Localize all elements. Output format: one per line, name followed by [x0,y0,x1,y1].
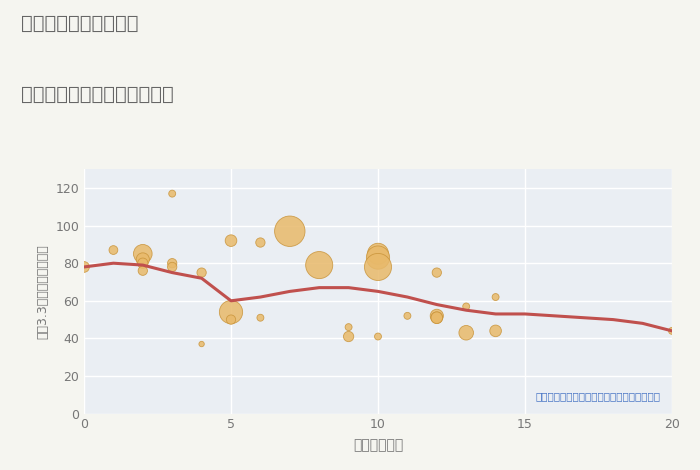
Point [431,314,442,321]
Point [225,308,237,316]
Point [137,267,148,274]
Point [490,293,501,301]
Point [78,263,90,271]
Point [167,190,178,197]
Point [196,269,207,276]
Point [284,227,295,235]
X-axis label: 駅距離（分）: 駅距離（分） [353,439,403,453]
Point [490,327,501,335]
Point [431,269,442,276]
Point [255,239,266,246]
Point [314,261,325,269]
Point [431,314,442,321]
Point [255,314,266,321]
Point [461,303,472,310]
Text: 駅距離別中古マンション価格: 駅距離別中古マンション価格 [21,85,174,103]
Point [461,329,472,337]
Point [431,312,442,320]
Point [372,263,384,271]
Point [372,254,384,261]
Point [372,333,384,340]
Point [108,246,119,254]
Point [137,256,148,263]
Point [666,327,678,335]
Text: 三重県桑名市城山台の: 三重県桑名市城山台の [21,14,139,33]
Point [225,237,237,244]
Point [343,323,354,331]
Text: 円の大きさは、取引のあった物件面積を示す: 円の大きさは、取引のあった物件面積を示す [536,392,660,401]
Point [196,340,207,348]
Point [225,316,237,323]
Y-axis label: 坪（3.3㎡）単価（万円）: 坪（3.3㎡）単価（万円） [36,244,50,339]
Point [167,263,178,271]
Point [402,312,413,320]
Point [372,250,384,258]
Point [167,259,178,267]
Point [343,333,354,340]
Point [137,250,148,258]
Point [137,259,148,267]
